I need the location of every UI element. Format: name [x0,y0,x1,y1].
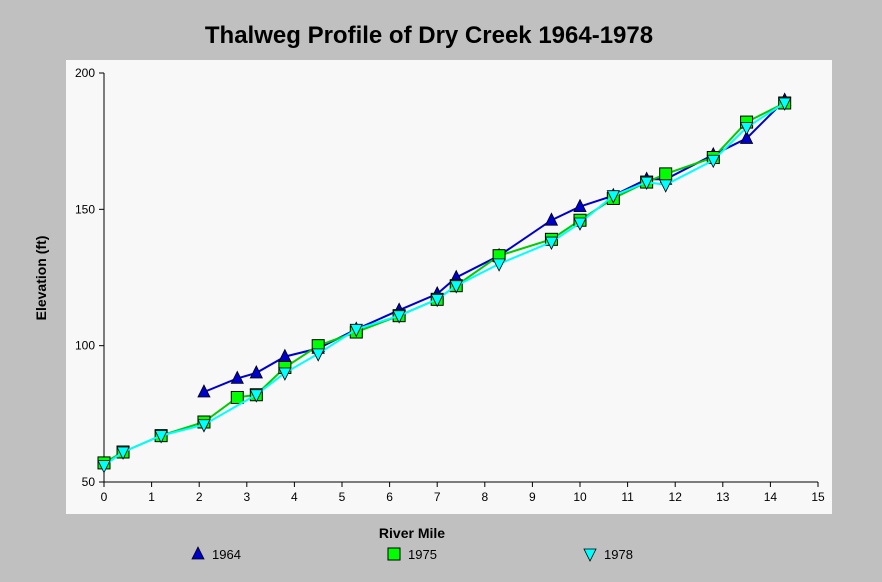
chart-title: Thalweg Profile of Dry Creek 1964-1978 [205,22,653,49]
x-tick-label: 13 [716,490,730,504]
series-1978 [97,97,792,474]
x-tick-label: 5 [339,490,346,504]
x-tick-label: 8 [481,490,488,504]
data-point-1978 [639,176,654,190]
x-tick-label: 12 [669,490,683,504]
legend: 1964 1975 1978 [191,546,633,562]
x-tick-label: 1 [148,490,155,504]
data-point-1978 [449,280,463,294]
y-axis-title: Elevation (ft) [33,236,49,321]
data-point-1978 [544,236,559,250]
data-point-1978 [430,293,444,308]
data-point-1978 [349,323,363,338]
y-tick-label: 150 [75,202,95,216]
plot-panel [66,60,832,514]
x-tick-label: 10 [573,490,587,504]
data-point-1978 [739,122,754,136]
y-tick-label: 100 [75,339,95,353]
y-tick-label: 50 [82,475,96,489]
data-point-1978 [573,217,587,231]
data-point-1978 [778,97,792,111]
data-point-1978 [116,446,130,460]
x-tick-label: 0 [101,490,108,504]
data-point-1978 [154,430,168,444]
legend-marker-1975 [387,547,401,561]
data-point-1978 [311,348,325,362]
data-point-1964 [230,370,244,384]
legend-label-1978: 1978 [604,547,633,562]
x-tick-label: 3 [243,490,250,504]
data-point-1978 [706,154,720,169]
data-point-1978 [606,190,620,204]
data-point-1964 [249,365,263,379]
legend-label-1975: 1975 [408,547,437,562]
series-layer [97,92,792,474]
data-point-1978 [197,419,211,433]
data-point-1975 [230,390,244,404]
data-point-1964 [573,198,587,213]
data-point-1978 [659,179,673,193]
x-tick-label: 15 [811,490,825,504]
data-point-1978 [492,258,506,272]
legend-label-1964: 1964 [212,547,241,562]
x-tick-label: 9 [529,490,536,504]
x-tick-label: 11 [621,490,634,504]
legend-marker-1978 [583,548,597,562]
data-point-1978 [97,460,111,474]
x-tick-label: 7 [434,490,441,504]
data-point-1964 [739,130,754,144]
x-tick-label: 2 [196,490,203,504]
data-point-1978 [278,367,292,381]
data-point-1978 [392,310,406,324]
legend-marker-1964 [191,546,205,560]
x-tick-label: 6 [386,490,393,504]
data-point-1964 [544,212,559,226]
x-axis-title: River Mile [379,525,445,541]
x-tick-label: 4 [291,490,298,504]
data-point-1975 [659,167,673,181]
data-point-1964 [197,384,211,398]
x-tick-label: 14 [764,490,778,504]
data-point-1978 [249,389,263,403]
y-tick-label: 200 [75,66,95,80]
